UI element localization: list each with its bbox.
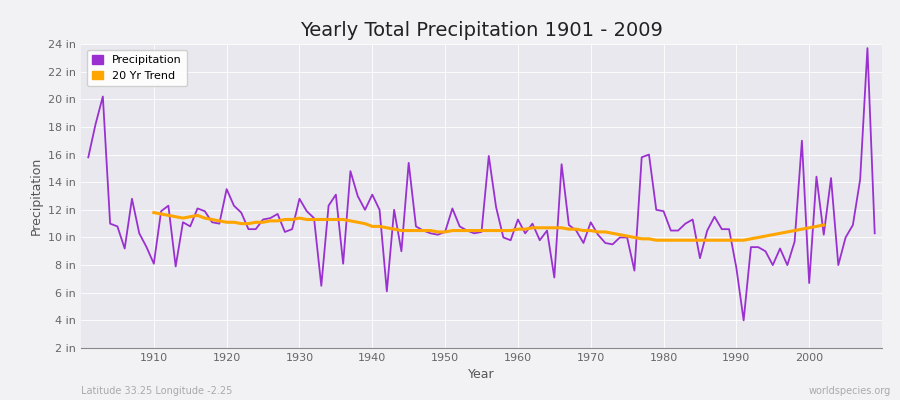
X-axis label: Year: Year bbox=[468, 368, 495, 382]
Y-axis label: Precipitation: Precipitation bbox=[30, 157, 42, 235]
Text: worldspecies.org: worldspecies.org bbox=[809, 386, 891, 396]
Title: Yearly Total Precipitation 1901 - 2009: Yearly Total Precipitation 1901 - 2009 bbox=[300, 21, 663, 40]
Text: Latitude 33.25 Longitude -2.25: Latitude 33.25 Longitude -2.25 bbox=[81, 386, 232, 396]
Legend: Precipitation, 20 Yr Trend: Precipitation, 20 Yr Trend bbox=[86, 50, 187, 86]
